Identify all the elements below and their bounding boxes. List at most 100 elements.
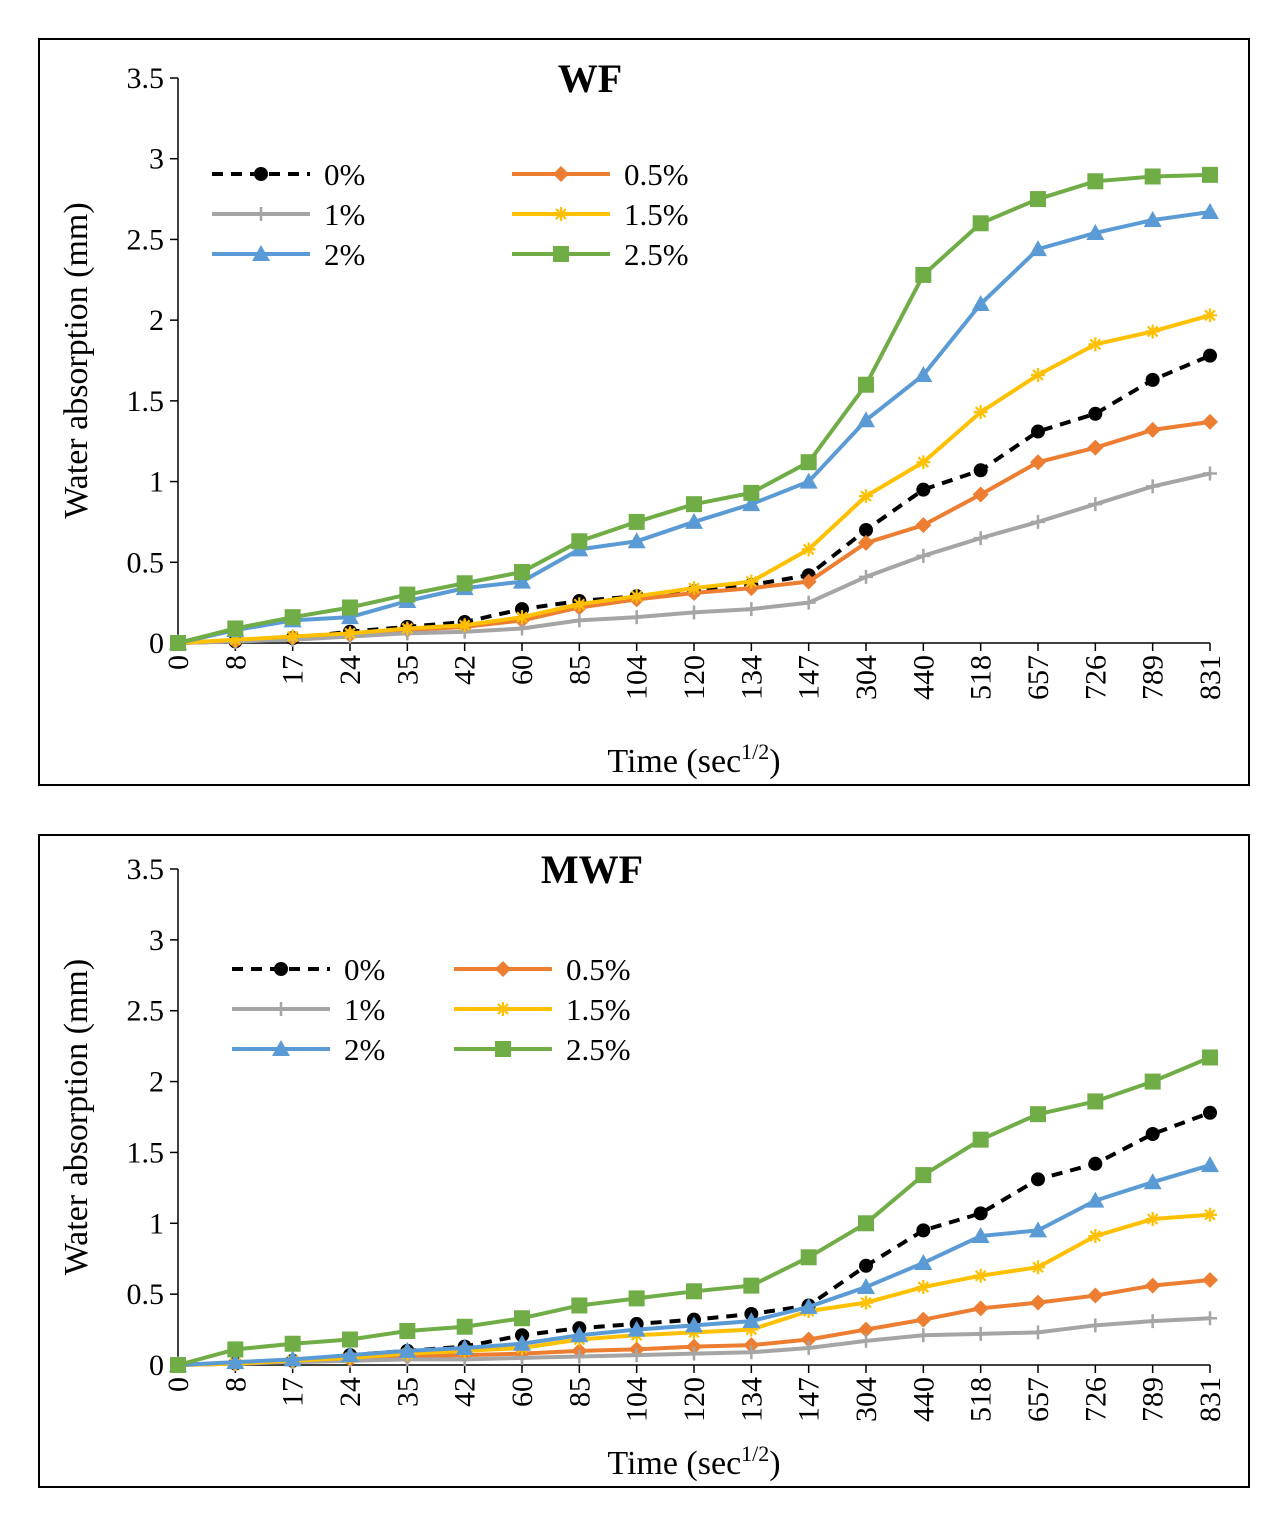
y-tick-label: 0.5 <box>127 546 165 579</box>
y-tick-label: 1 <box>149 466 164 499</box>
data-point <box>571 533 588 550</box>
x-tick-label: 60 <box>506 1377 539 1407</box>
legend-marker <box>496 1002 510 1016</box>
legend-marker <box>495 961 511 977</box>
data-point <box>686 496 702 513</box>
data-point <box>1145 1212 1160 1227</box>
y-tick-label: 0 <box>149 627 164 660</box>
data-point <box>971 1227 990 1244</box>
data-point <box>687 605 701 620</box>
data-point <box>973 1326 988 1341</box>
y-tick-label: 1 <box>149 1207 164 1240</box>
x-axis-title: Time (sec1/2) <box>607 1441 780 1482</box>
data-point <box>343 626 357 641</box>
legend-label: 2% <box>344 1032 385 1067</box>
y-axis-title: Water absorption (mm) <box>58 202 95 518</box>
legend-marker <box>495 1041 511 1057</box>
y-axis-title: Water absorption (mm) <box>58 959 95 1275</box>
x-tick-label: 0 <box>162 1377 195 1392</box>
legend-label: 1% <box>324 197 365 232</box>
data-point <box>1088 497 1103 512</box>
legend-marker <box>254 167 268 181</box>
data-point <box>973 531 988 546</box>
data-point <box>800 1331 817 1348</box>
y-tick-label: 0.5 <box>127 1278 165 1311</box>
data-point <box>1087 173 1104 190</box>
y-tick-label: 2 <box>149 304 164 337</box>
x-tick-label: 8 <box>219 655 252 670</box>
data-point <box>1202 1049 1218 1066</box>
data-point <box>342 1331 358 1348</box>
data-point <box>629 1348 644 1363</box>
data-point <box>1086 1191 1105 1208</box>
x-tick-label: 24 <box>334 655 367 685</box>
data-point <box>341 1346 359 1363</box>
data-point <box>1203 348 1217 363</box>
data-point <box>571 1297 588 1314</box>
data-point <box>1030 1106 1046 1123</box>
data-point <box>1201 202 1219 219</box>
x-tick-label: 440 <box>907 655 940 700</box>
legend-marker <box>554 207 568 221</box>
data-point <box>915 517 932 534</box>
data-point <box>227 1341 244 1358</box>
x-tick-label: 789 <box>1137 1377 1170 1422</box>
data-point <box>1088 337 1103 352</box>
data-point <box>801 542 816 557</box>
data-point <box>1088 1318 1103 1333</box>
y-tick-label: 3 <box>149 924 164 957</box>
x-tick-label: 120 <box>678 655 711 700</box>
data-point <box>915 1311 932 1328</box>
legend-item-1%: 1% <box>232 992 385 1027</box>
data-point <box>629 589 644 604</box>
legend: 0% 0.5% 1% 1.5% 2% 2.5% <box>212 157 689 272</box>
data-point <box>744 574 759 589</box>
data-point <box>1031 1325 1045 1340</box>
data-point <box>915 266 932 283</box>
data-point <box>513 1334 531 1351</box>
data-point <box>1031 368 1045 383</box>
legend-marker <box>553 246 569 262</box>
legend-marker <box>272 1040 290 1056</box>
legend-item-1.5%: 1.5% <box>454 992 631 1027</box>
data-point <box>799 1297 818 1314</box>
x-tick-label: 0 <box>162 655 195 670</box>
data-point <box>1144 1073 1161 1090</box>
data-point <box>514 1310 530 1327</box>
data-point <box>572 1349 587 1364</box>
x-tick-label: 120 <box>678 1377 711 1422</box>
data-point <box>228 632 243 647</box>
data-point <box>1202 1271 1218 1288</box>
data-point <box>1203 1311 1217 1326</box>
data-point <box>972 1131 989 1148</box>
data-point <box>859 523 873 537</box>
data-point <box>515 610 529 625</box>
data-point <box>742 495 761 512</box>
y-tick-label: 1.5 <box>127 385 165 418</box>
data-point <box>226 1353 245 1370</box>
data-point <box>973 463 988 478</box>
data-point <box>1203 466 1217 481</box>
data-point <box>972 486 989 503</box>
x-tick-label: 42 <box>449 655 482 685</box>
chart-panel-mwf: 0 0.5 1 1.5 2 2.5 3 3.5 0 8 17 24 35 42 60 85 104 120 134 1… <box>38 834 1250 1488</box>
data-point <box>514 563 530 580</box>
x-tick-label: 17 <box>277 655 310 685</box>
legend-label: 0.5% <box>566 952 631 987</box>
legend-item-0%: 0% <box>232 952 385 987</box>
data-point <box>284 1335 301 1352</box>
data-point <box>685 1316 703 1333</box>
x-tick-label: 726 <box>1079 1377 1112 1422</box>
data-point <box>284 609 301 626</box>
data-point <box>687 581 701 596</box>
legend-label: 1.5% <box>624 197 689 232</box>
y-tick-label: 1.5 <box>127 1136 165 1169</box>
data-point <box>399 586 416 603</box>
data-point <box>456 575 473 592</box>
y-tick-label: 2.5 <box>127 223 165 256</box>
data-point <box>1144 1277 1161 1294</box>
legend-label: 2% <box>324 237 365 272</box>
data-point <box>859 1295 873 1310</box>
data-point <box>858 1215 874 1232</box>
chart-title: MWF <box>541 847 643 892</box>
